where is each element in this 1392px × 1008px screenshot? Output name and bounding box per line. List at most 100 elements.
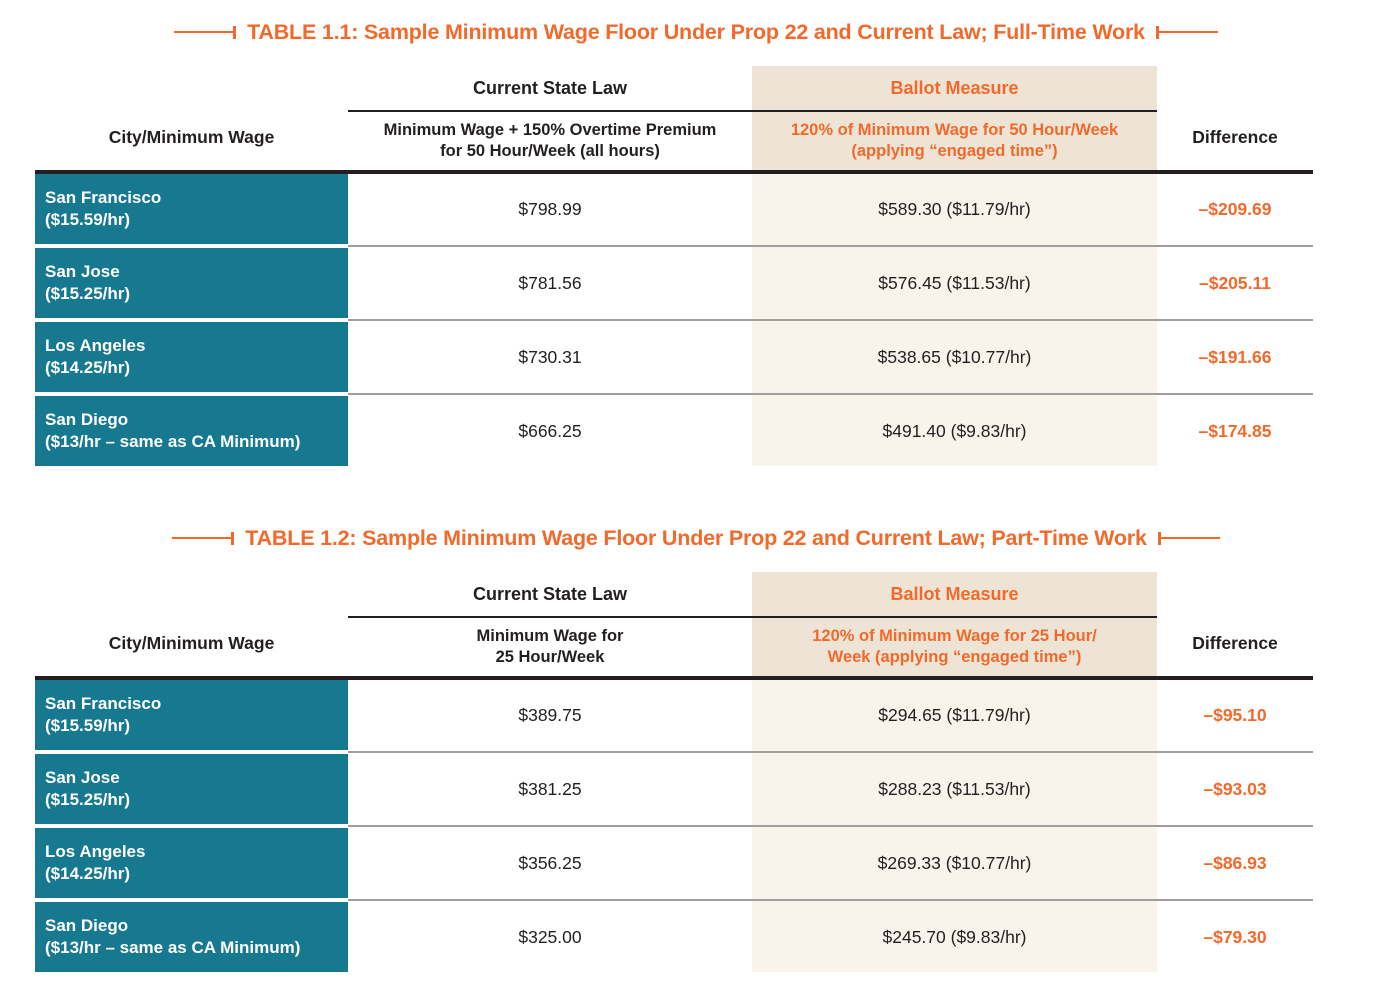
title-left-rule	[172, 531, 235, 545]
col-subheader-current-law: Minimum Wage for 25 Hour/Week	[348, 618, 752, 676]
subheader-line: Minimum Wage for	[476, 626, 624, 645]
col-header-city: City/Minimum Wage	[108, 127, 275, 147]
row-divider	[35, 898, 1313, 902]
city-cell: San Diego ($13/hr – same as CA Minimum)	[35, 396, 348, 466]
col-group-ballot-measure: Ballot Measure	[752, 66, 1157, 112]
col-subheader-current-law: Minimum Wage + 150% Overtime Premium for…	[348, 112, 752, 170]
city-cell: San Francisco ($15.59/hr)	[35, 680, 348, 750]
row-divider	[35, 244, 1313, 248]
report-page: TABLE 1.1: Sample Minimum Wage Floor Und…	[0, 16, 1392, 972]
table-1-2-body: San Francisco ($15.59/hr) $389.75 $294.6…	[35, 680, 1313, 972]
city-wage: ($15.59/hr)	[45, 716, 131, 735]
difference-value: –$174.85	[1198, 420, 1272, 441]
city-wage: ($14.25/hr)	[45, 358, 131, 377]
current-law-value: $381.25	[518, 778, 582, 799]
city-cell: San Jose ($15.25/hr)	[35, 754, 348, 824]
subheader-line: 25 Hour/Week	[495, 648, 605, 666]
current-law-value: $798.99	[518, 198, 582, 219]
col-group-ballot-measure: Ballot Measure	[752, 572, 1157, 618]
ballot-measure-value: $245.70 ($9.83/hr)	[882, 926, 1027, 947]
subheader-line: 120% of Minimum Wage for 50 Hour/Week	[790, 120, 1119, 139]
col-subheader-ballot: 120% of Minimum Wage for 50 Hour/Week (a…	[752, 112, 1157, 170]
table-1-2: Current State Law Ballot Measure City/Mi…	[35, 572, 1313, 972]
city-name: San Diego	[45, 915, 129, 935]
current-law-value: $389.75	[518, 704, 582, 725]
city-name: San Diego	[45, 409, 129, 429]
difference-value: –$209.69	[1198, 198, 1272, 219]
table-1-2-title: TABLE 1.2: Sample Minimum Wage Floor Und…	[0, 522, 1392, 554]
city-cell: San Diego ($13/hr – same as CA Minimum)	[35, 902, 348, 972]
city-wage: ($13/hr – same as CA Minimum)	[45, 432, 301, 451]
ballot-measure-value: $269.33 ($10.77/hr)	[877, 852, 1032, 873]
current-law-value: $666.25	[518, 420, 582, 441]
row-divider	[35, 750, 1313, 754]
col-group-current-state-law: Current State Law	[348, 572, 752, 618]
table-1-1-section: TABLE 1.1: Sample Minimum Wage Floor Und…	[0, 16, 1392, 466]
current-law-value: $781.56	[518, 272, 582, 293]
col-header-city: City/Minimum Wage	[108, 633, 275, 653]
table-1-1: Current State Law Ballot Measure City/Mi…	[35, 66, 1313, 466]
difference-value: –$86.93	[1203, 852, 1267, 873]
city-cell: Los Angeles ($14.25/hr)	[35, 828, 348, 898]
difference-value: –$191.66	[1198, 346, 1272, 367]
city-name: San Francisco	[45, 187, 162, 207]
table-1-1-title-text: TABLE 1.1: Sample Minimum Wage Floor Und…	[247, 19, 1145, 44]
title-left-rule	[174, 25, 237, 39]
col-header-difference: Difference	[1192, 633, 1278, 653]
current-law-value: $325.00	[518, 926, 582, 947]
city-wage: ($15.59/hr)	[45, 210, 131, 229]
city-name: Los Angeles	[45, 335, 146, 355]
col-subheader-ballot: 120% of Minimum Wage for 25 Hour/ Week (…	[752, 618, 1157, 676]
table-row: Los Angeles ($14.25/hr) $356.25 $269.33 …	[35, 828, 1313, 898]
city-wage: ($14.25/hr)	[45, 864, 131, 883]
city-wage: ($15.25/hr)	[45, 790, 131, 809]
table-row: San Francisco ($15.59/hr) $798.99 $589.3…	[35, 174, 1313, 244]
ballot-measure-value: $294.65 ($11.79/hr)	[878, 704, 1031, 725]
city-name: San Jose	[45, 767, 120, 787]
title-right-rule	[1155, 25, 1218, 39]
city-wage: ($13/hr – same as CA Minimum)	[45, 938, 301, 957]
table-1-2-header: Current State Law Ballot Measure City/Mi…	[35, 572, 1313, 680]
table-row: San Jose ($15.25/hr) $781.56 $576.45 ($1…	[35, 248, 1313, 318]
row-divider	[35, 824, 1313, 828]
city-cell: San Jose ($15.25/hr)	[35, 248, 348, 318]
subheader-line: Week (applying “engaged time”)	[827, 648, 1082, 666]
table-row: San Francisco ($15.59/hr) $389.75 $294.6…	[35, 680, 1313, 750]
col-header-difference: Difference	[1192, 127, 1278, 147]
table-1-1-header: Current State Law Ballot Measure City/Mi…	[35, 66, 1313, 174]
table-row: San Diego ($13/hr – same as CA Minimum) …	[35, 396, 1313, 466]
header-spacer	[1157, 66, 1313, 112]
table-1-1-body: San Francisco ($15.59/hr) $798.99 $589.3…	[35, 174, 1313, 466]
city-wage: ($15.25/hr)	[45, 284, 131, 303]
ballot-measure-value: $288.23 ($11.53/hr)	[878, 778, 1031, 799]
current-law-value: $730.31	[518, 346, 582, 367]
subheader-line: for 50 Hour/Week (all hours)	[440, 142, 660, 160]
city-cell: Los Angeles ($14.25/hr)	[35, 322, 348, 392]
difference-value: –$205.11	[1198, 272, 1272, 293]
section-spacer	[0, 466, 1392, 522]
header-spacer	[35, 66, 348, 112]
ballot-measure-value: $491.40 ($9.83/hr)	[882, 420, 1027, 441]
row-divider	[35, 318, 1313, 322]
subheader-line: 120% of Minimum Wage for 25 Hour/	[812, 626, 1097, 645]
table-row: San Jose ($15.25/hr) $381.25 $288.23 ($1…	[35, 754, 1313, 824]
table-1-2-title-text: TABLE 1.2: Sample Minimum Wage Floor Und…	[245, 525, 1147, 550]
header-spacer	[1157, 572, 1313, 618]
difference-value: –$79.30	[1203, 926, 1267, 947]
table-row: San Diego ($13/hr – same as CA Minimum) …	[35, 902, 1313, 972]
current-law-value: $356.25	[518, 852, 582, 873]
city-cell: San Francisco ($15.59/hr)	[35, 174, 348, 244]
row-divider	[35, 392, 1313, 396]
difference-value: –$93.03	[1203, 778, 1267, 799]
col-group-current-state-law: Current State Law	[348, 66, 752, 112]
ballot-measure-value: $538.65 ($10.77/hr)	[877, 346, 1032, 367]
ballot-measure-value: $576.45 ($11.53/hr)	[878, 272, 1031, 293]
city-name: San Francisco	[45, 693, 162, 713]
table-1-1-title: TABLE 1.1: Sample Minimum Wage Floor Und…	[0, 16, 1392, 48]
city-name: San Jose	[45, 261, 120, 281]
header-spacer	[35, 572, 348, 618]
title-right-rule	[1157, 531, 1220, 545]
subheader-line: (applying “engaged time”)	[851, 142, 1058, 160]
subheader-line: Minimum Wage + 150% Overtime Premium	[383, 120, 717, 139]
city-name: Los Angeles	[45, 841, 146, 861]
